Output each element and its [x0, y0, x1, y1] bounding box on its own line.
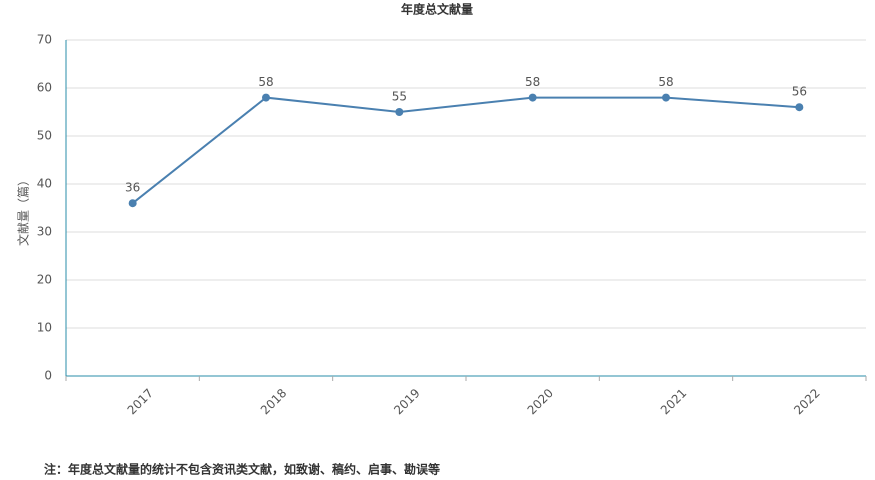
x-tick-label: 2021	[658, 386, 689, 417]
data-label: 55	[392, 90, 407, 104]
x-tick-label: 2019	[391, 386, 422, 417]
data-label: 56	[792, 85, 807, 99]
point	[662, 93, 670, 102]
data-label: 58	[658, 75, 673, 89]
point	[395, 108, 404, 116]
note: 注：年度总文献量的统计不包含资讯类文献，如致谢、稿约、启事、勘误等	[44, 462, 440, 477]
point	[262, 93, 270, 102]
line	[132, 96, 800, 204]
y-tick-label: 60	[37, 81, 52, 95]
y-tick-label: 50	[37, 129, 52, 143]
y-tick-label: 70	[37, 33, 52, 47]
y-tick-label: 40	[37, 177, 52, 191]
point	[528, 93, 537, 102]
chart-title: 年度总文献量	[401, 2, 473, 17]
x-tick-label: 2020	[525, 386, 556, 417]
y-tick-label: 20	[37, 273, 52, 287]
x-tick-label: 2022	[791, 386, 822, 417]
point	[128, 199, 137, 208]
data-label: 58	[258, 75, 273, 89]
data-label: 58	[525, 75, 540, 89]
y-tick-label: 10	[37, 321, 52, 335]
y-tick-label: 30	[37, 225, 52, 239]
data-label: 36	[125, 181, 140, 195]
point	[795, 103, 804, 112]
y-axis-label: 文献量（篇）	[16, 174, 31, 246]
x-tick-label: 2017	[125, 386, 156, 417]
x-tick-label: 2018	[258, 386, 289, 417]
y-tick-label: 0	[44, 369, 52, 383]
